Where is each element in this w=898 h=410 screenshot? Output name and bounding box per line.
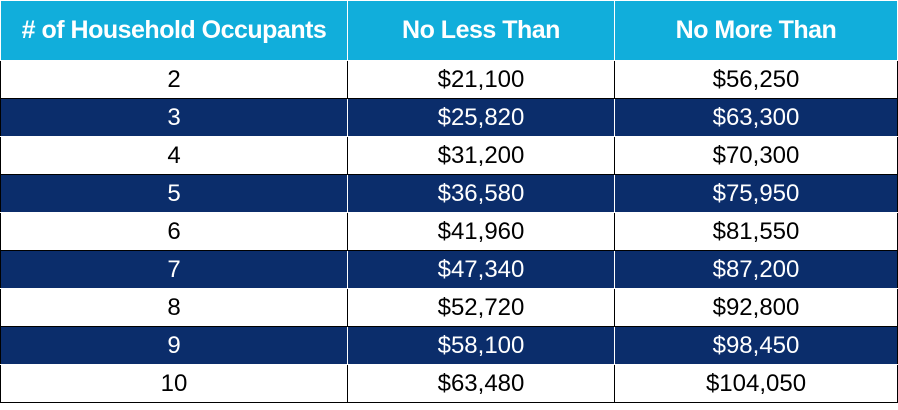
max-income-cell: $56,250 [614, 60, 898, 99]
min-income-cell: $25,820 [347, 98, 615, 137]
occupants-cell: 5 [0, 174, 348, 213]
max-income-cell: $81,550 [614, 212, 898, 251]
occupants-cell: 6 [0, 212, 348, 251]
max-income-cell: $92,800 [614, 288, 898, 327]
occupants-cell: 10 [0, 364, 348, 403]
table-row: 5 $36,580 $75,950 [0, 174, 898, 213]
min-income-cell: $31,200 [347, 136, 615, 175]
occupants-cell: 9 [0, 326, 348, 365]
table-row: 9 $58,100 $98,450 [0, 326, 898, 365]
occupants-cell: 8 [0, 288, 348, 327]
header-no-less-than: No Less Than [347, 0, 615, 61]
min-income-cell: $63,480 [347, 364, 615, 403]
table-row: 2 $21,100 $56,250 [0, 60, 898, 99]
max-income-cell: $98,450 [614, 326, 898, 365]
max-income-cell: $70,300 [614, 136, 898, 175]
table-row: 7 $47,340 $87,200 [0, 250, 898, 289]
min-income-cell: $58,100 [347, 326, 615, 365]
min-income-cell: $47,340 [347, 250, 615, 289]
table-row: 8 $52,720 $92,800 [0, 288, 898, 327]
min-income-cell: $36,580 [347, 174, 615, 213]
occupants-cell: 2 [0, 60, 348, 99]
min-income-cell: $52,720 [347, 288, 615, 327]
max-income-cell: $63,300 [614, 98, 898, 137]
max-income-cell: $104,050 [614, 364, 898, 403]
header-row: # of Household Occupants No Less Than No… [0, 0, 898, 61]
table-row: 10 $63,480 $104,050 [0, 364, 898, 403]
table-row: 4 $31,200 $70,300 [0, 136, 898, 175]
header-household-occupants: # of Household Occupants [0, 0, 348, 61]
max-income-cell: $87,200 [614, 250, 898, 289]
table-row: 6 $41,960 $81,550 [0, 212, 898, 251]
min-income-cell: $21,100 [347, 60, 615, 99]
header-no-more-than: No More Than [614, 0, 898, 61]
occupants-cell: 4 [0, 136, 348, 175]
occupants-cell: 7 [0, 250, 348, 289]
max-income-cell: $75,950 [614, 174, 898, 213]
occupants-cell: 3 [0, 98, 348, 137]
table-row: 3 $25,820 $63,300 [0, 98, 898, 137]
min-income-cell: $41,960 [347, 212, 615, 251]
